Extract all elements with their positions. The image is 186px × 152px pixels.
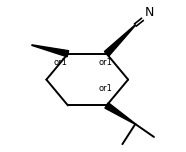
Polygon shape: [32, 45, 69, 57]
Text: or1: or1: [98, 58, 112, 67]
Text: or1: or1: [54, 58, 68, 67]
Text: or1: or1: [98, 84, 112, 93]
Text: N: N: [145, 6, 154, 19]
Polygon shape: [104, 25, 136, 56]
Polygon shape: [105, 103, 135, 124]
